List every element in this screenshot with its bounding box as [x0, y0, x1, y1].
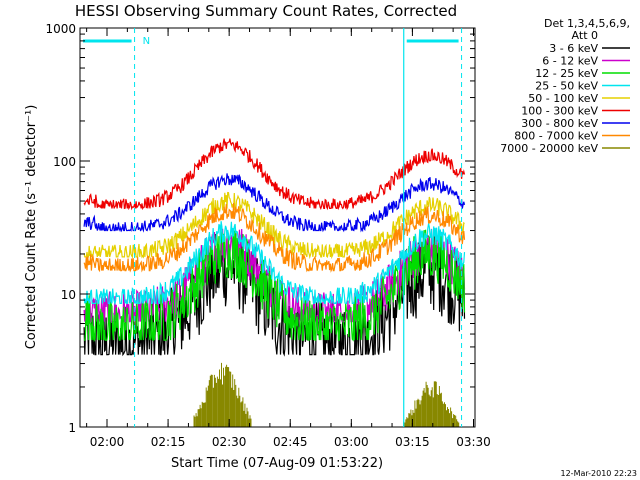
night-label: N [143, 36, 150, 47]
legend-entry: 12 - 25 keV [535, 67, 630, 80]
series-7000-20000kev [193, 362, 460, 427]
legend-header: Det 1,3,4,5,6,9, Att 0 [544, 17, 630, 42]
legend-label: 800 - 7000 keV [514, 130, 598, 143]
x-tick-label: 02:30 [212, 435, 247, 449]
y-tick-label: 1 [68, 421, 76, 435]
night-interval-2 [403, 28, 463, 427]
legend-label: 12 - 25 keV [535, 67, 598, 80]
series-line [83, 202, 466, 273]
legend-entry: 6 - 12 keV [542, 55, 630, 68]
legend-entry: 50 - 100 keV [528, 92, 630, 105]
x-tick-label: 02:15 [151, 435, 186, 449]
series-12-25kev [84, 229, 466, 343]
x-tick-label: 03:00 [334, 435, 369, 449]
series-line [84, 229, 466, 343]
legend-label: 25 - 50 keV [535, 80, 598, 93]
x-tick-label: 02:00 [90, 435, 125, 449]
night-interval-1 [83, 28, 136, 427]
legend-label: 3 - 6 keV [549, 42, 598, 55]
legend-entry: 100 - 300 keV [521, 105, 630, 118]
night-markers: N [83, 28, 463, 427]
date-stamp: 12-Mar-2010 22:23 [561, 469, 638, 478]
y-tick-label: 100 [53, 155, 76, 169]
legend-entry: 3 - 6 keV [549, 42, 630, 55]
x-tick-label: 03:30 [456, 435, 491, 449]
x-tick-label: 02:45 [273, 435, 308, 449]
x-tick-label: 03:15 [395, 435, 430, 449]
series-line [83, 173, 466, 233]
series-800-7000kev [83, 202, 466, 273]
legend-entry: 7000 - 20000 keV [500, 142, 630, 155]
axes: 02:00 02:15 02:30 02:45 03:00 03:15 03:30 1 10 10… [45, 22, 490, 449]
plot-area [83, 138, 466, 427]
legend-label: 6 - 12 keV [542, 55, 598, 68]
series-line [83, 138, 466, 211]
legend-label: 300 - 800 keV [521, 117, 598, 130]
x-axis-label: Start Time (07-Aug-09 01:53:22) [171, 456, 383, 471]
legend-label: 100 - 300 keV [521, 105, 598, 118]
series-burst-1 [193, 362, 252, 427]
series-line [83, 221, 466, 306]
series-25-50kev [83, 221, 466, 306]
series-100-300kev [83, 138, 466, 211]
legend-label: 50 - 100 keV [528, 92, 598, 105]
series-300-800kev [83, 173, 466, 233]
plot-frame [79, 27, 476, 428]
y-tick-label: 10 [61, 288, 76, 302]
legend-entry: 800 - 7000 keV [514, 130, 630, 143]
y-tick-label: 1000 [45, 22, 76, 36]
legend-entry: 300 - 800 keV [521, 117, 630, 130]
legend-entry: 25 - 50 keV [535, 80, 630, 93]
legend-header-line-2: Att 0 [572, 29, 598, 42]
y-axis-label: Corrected Count Rate (s⁻¹ detector⁻¹) [24, 105, 39, 350]
legend-header-line-1: Det 1,3,4,5,6,9, [544, 17, 630, 30]
legend-label: 7000 - 20000 keV [500, 142, 598, 155]
chart-title: HESSI Observing Summary Count Rates, Cor… [75, 2, 457, 20]
